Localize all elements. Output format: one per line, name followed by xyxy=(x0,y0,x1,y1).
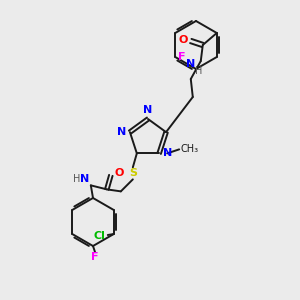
Text: N: N xyxy=(143,105,153,115)
Text: CH₃: CH₃ xyxy=(180,144,198,154)
Text: F: F xyxy=(91,252,99,262)
Text: F: F xyxy=(178,52,186,62)
Text: N: N xyxy=(80,174,89,184)
Text: N: N xyxy=(117,127,127,137)
Text: O: O xyxy=(114,168,124,178)
Text: H: H xyxy=(195,66,202,76)
Text: N: N xyxy=(163,148,172,158)
Text: O: O xyxy=(178,35,188,45)
Text: H: H xyxy=(73,174,80,184)
Text: Cl: Cl xyxy=(94,231,106,241)
Text: S: S xyxy=(129,168,137,178)
Text: N: N xyxy=(186,59,195,69)
